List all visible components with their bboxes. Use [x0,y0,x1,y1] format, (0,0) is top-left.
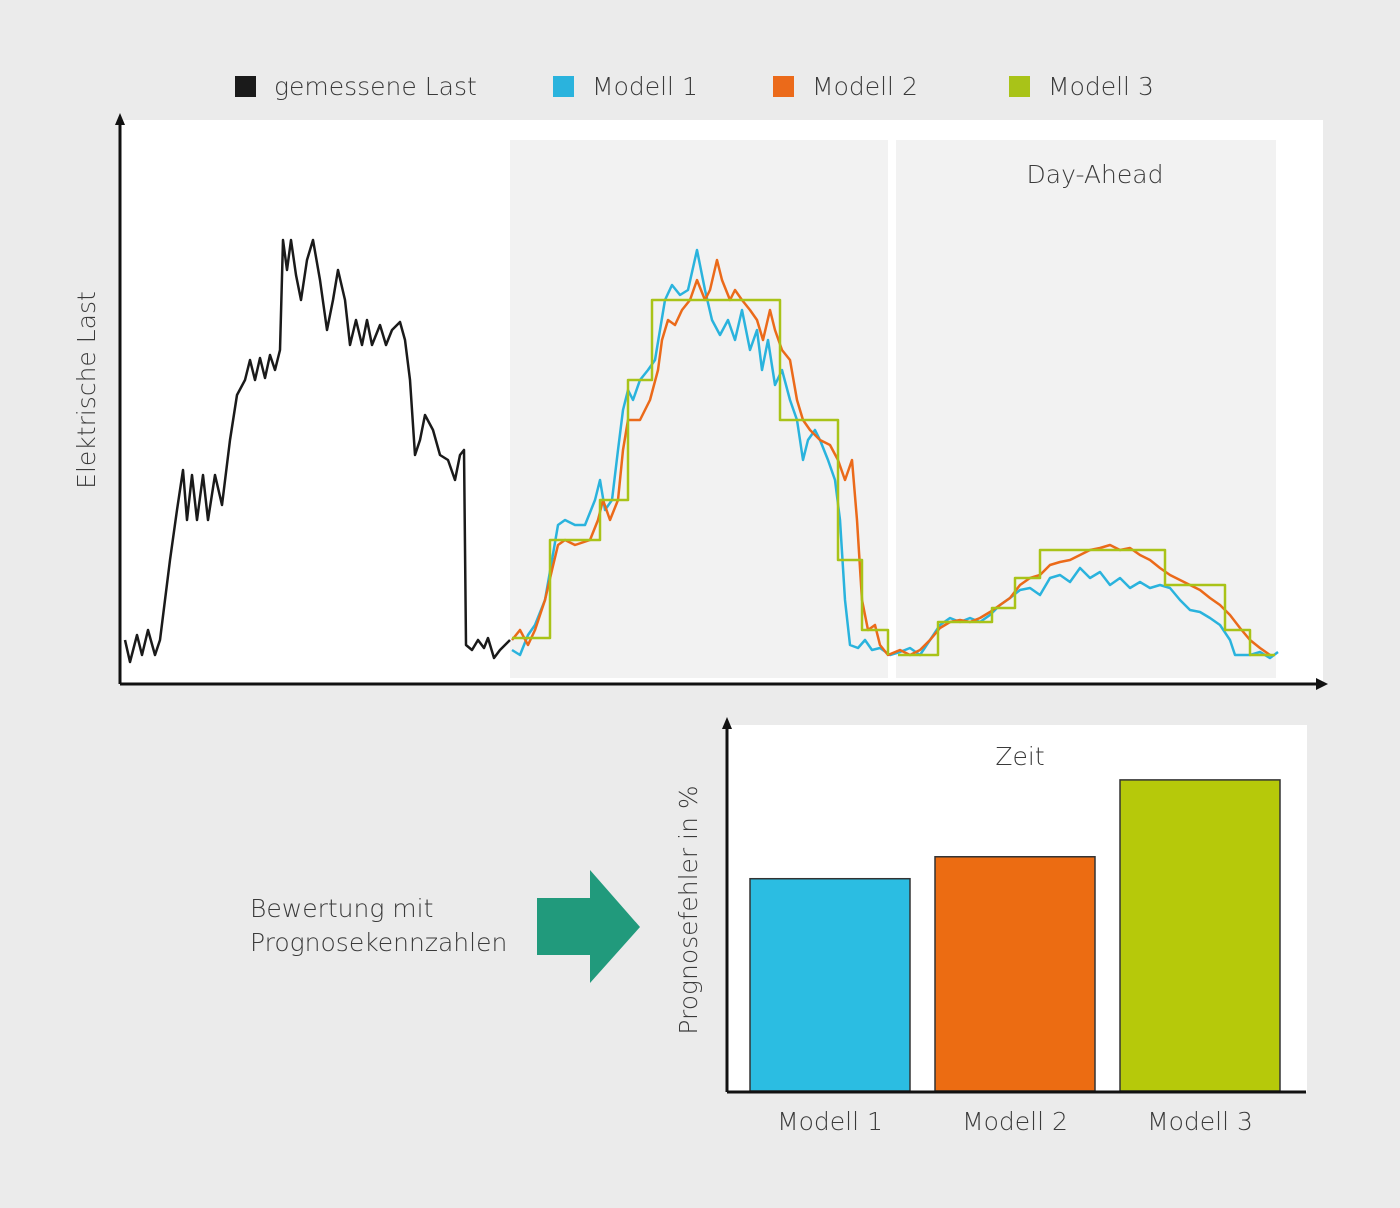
x-tick-label: Modell 3 [1147,1107,1253,1136]
x-axis-label: Zeit [995,742,1044,771]
evaluation-text: Prognosekennzahlen [250,928,507,957]
evaluation-text: Bewertung mit [250,894,433,923]
y-axis-label: Elektrische Last [72,291,101,489]
bars [749,779,1281,1092]
curve-gemessene-last [123,238,511,664]
x-tick-label: Modell 1 [777,1107,883,1136]
bar [749,877,911,1092]
legend-swatch [235,76,256,97]
y-axis-arrow [722,717,732,729]
legend-swatch [1009,76,1030,97]
legend: gemessene Last Modell 1 Modell 2 Modell 3 [235,72,1154,101]
legend-swatch [553,76,574,97]
arrow [537,870,640,983]
legend-label: Modell 2 [812,72,918,101]
curves [123,238,1279,664]
bar-y-axis-label: Prognosefehler in % [674,785,703,1034]
legend-label: Modell 1 [592,72,698,101]
load-axes [118,122,1320,686]
legend-label: Modell 3 [1048,72,1154,101]
y-axis-arrow [115,113,125,125]
forecast-panel [510,140,888,678]
legend-swatch [773,76,794,97]
bar [934,856,1096,1092]
x-tick-label: Modell 2 [962,1107,1068,1136]
bar-axes [725,726,1306,1094]
panel-label: Day-Ahead [1027,160,1164,189]
x-axis-arrow [1316,678,1328,690]
legend-label: gemessene Last [274,72,477,101]
curve-modell-3 [512,298,1275,657]
day-ahead-panel [896,140,1276,678]
bar [1119,779,1281,1092]
